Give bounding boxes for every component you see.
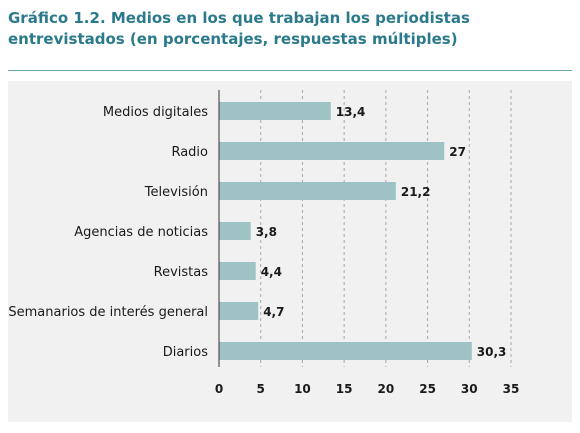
title-divider <box>8 70 572 71</box>
x-tick-labels: 0 5 10 15 20 25 30 35 <box>215 382 520 396</box>
x-tick-label: 20 <box>378 382 395 396</box>
bar <box>219 302 259 320</box>
bars <box>219 102 472 360</box>
bar <box>219 142 445 160</box>
bar <box>219 222 251 240</box>
category-label: Radio <box>171 145 208 160</box>
x-tick-label: 5 <box>257 382 265 396</box>
value-label: 30,3 <box>477 345 507 359</box>
bar <box>219 262 256 280</box>
category-label: Revistas <box>154 265 209 280</box>
chart-title: Gráfico 1.2. Medios en los que trabajan … <box>8 9 470 48</box>
category-label: Televisión <box>144 185 208 200</box>
category-label: Agencias de noticias <box>74 225 208 240</box>
category-labels: Medios digitales Radio Televisión Agencias … <box>8 105 208 360</box>
chart-panel <box>8 81 572 422</box>
value-labels: 13,4 27 21,2 3,8 4,4 4,7 30,3 <box>256 105 507 359</box>
value-label: 4,7 <box>263 305 284 319</box>
x-tick-label: 30 <box>461 382 478 396</box>
value-label: 21,2 <box>401 185 431 199</box>
x-tick-label: 15 <box>336 382 353 396</box>
bar <box>219 182 396 200</box>
bar <box>219 342 472 360</box>
x-tick-label: 35 <box>503 382 520 396</box>
bar <box>219 102 331 120</box>
category-label: Diarios <box>163 345 208 360</box>
category-label: Medios digitales <box>103 105 208 120</box>
value-label: 13,4 <box>336 105 366 119</box>
x-tick-label: 25 <box>419 382 436 396</box>
value-label: 4,4 <box>261 265 282 279</box>
value-label: 3,8 <box>256 225 277 239</box>
category-label: Semanarios de interés general <box>8 305 208 320</box>
x-tick-label: 0 <box>215 382 223 396</box>
grid-lines <box>260 90 512 367</box>
value-label: 27 <box>449 145 466 159</box>
x-tick-label: 10 <box>294 382 311 396</box>
